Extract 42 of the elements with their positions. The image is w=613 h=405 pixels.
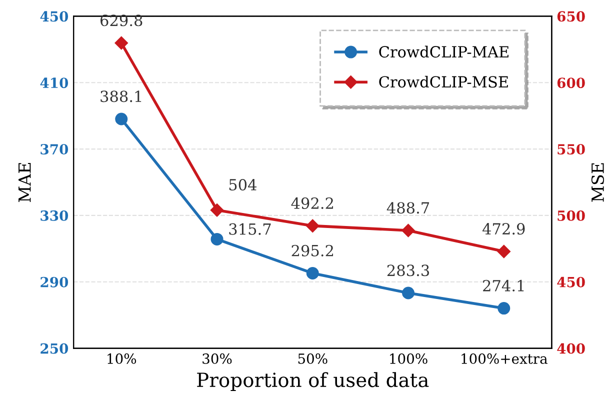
x-tick-label: 100%: [390, 353, 428, 364]
y-tick-label: 250: [40, 343, 68, 354]
point: [210, 232, 224, 246]
point: [114, 36, 128, 50]
data-label: 629.8: [100, 14, 142, 26]
y-tick-label: 370: [40, 144, 68, 155]
point: [306, 266, 319, 280]
data-label: 504: [229, 178, 257, 191]
data-label: 315.7: [229, 223, 271, 235]
point: [498, 302, 510, 315]
y2-axis-title: MSE: [591, 163, 604, 202]
data-label: 488.7: [386, 202, 430, 214]
point: [402, 224, 415, 238]
y-tick-label: 290: [40, 276, 68, 288]
x-axis-title: Proportion of used data: [197, 372, 429, 391]
point: [210, 204, 224, 217]
y2-tick-label: 650: [557, 11, 585, 22]
y2-tick-label: 450: [557, 276, 585, 288]
point: [402, 286, 415, 300]
y-tick-label: 330: [40, 210, 68, 221]
y-tick-label: 450: [40, 11, 68, 22]
y2-tick-label: 600: [557, 78, 585, 88]
x-tick-label: 50%: [298, 353, 328, 364]
x-tick-label: 10%: [108, 353, 136, 364]
data-label: 295.2: [292, 244, 333, 256]
y2-tick-label: 550: [558, 144, 585, 155]
data-label: 472.9: [482, 223, 525, 235]
point: [306, 219, 320, 232]
y-axis-title: MAE: [18, 162, 31, 202]
legend-label: CrowdCLIP-MSE: [379, 76, 508, 88]
legend-label: CrowdCLIP-MAE: [379, 46, 508, 58]
y-tick-label: 410: [40, 78, 68, 88]
data-label: 492.2: [291, 197, 333, 209]
point: [497, 244, 510, 258]
data-label: 283.3: [387, 264, 429, 276]
y2-tick-label: 500: [558, 210, 585, 221]
y2-tick-label: 400: [557, 343, 585, 354]
data-label: 388.1: [100, 90, 142, 102]
point: [115, 112, 128, 126]
x-tick-label: 100%+extra: [462, 353, 548, 364]
x-tick-label: 30%: [202, 353, 232, 364]
data-label: 274.1: [483, 280, 524, 292]
